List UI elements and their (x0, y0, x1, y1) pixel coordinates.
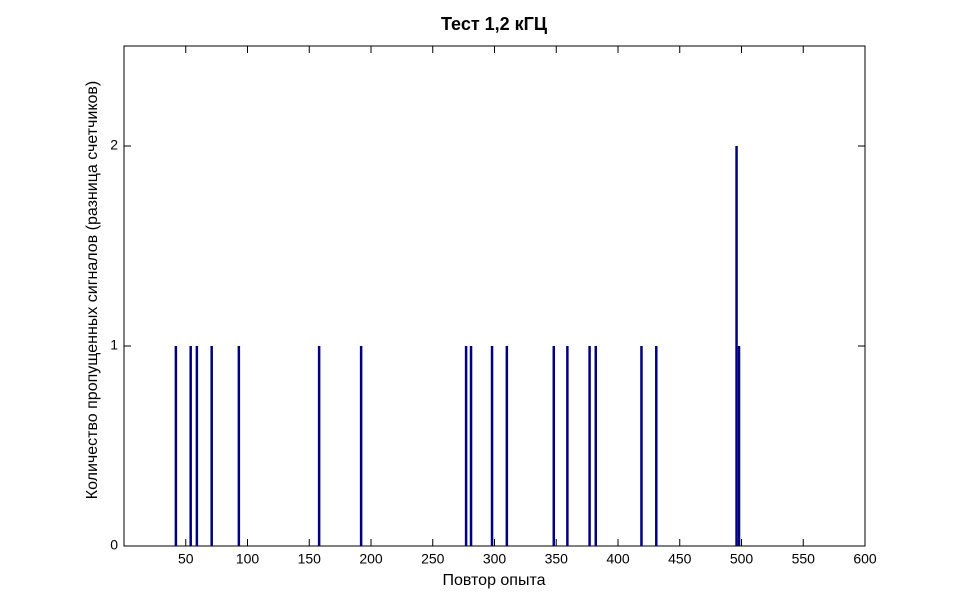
x-tick-label: 400 (606, 551, 630, 567)
x-tick-label: 500 (730, 551, 754, 567)
y-tick-label: 1 (110, 337, 118, 353)
y-tick-label: 2 (110, 137, 118, 153)
x-tick-label: 350 (545, 551, 569, 567)
x-tick-label: 150 (298, 551, 322, 567)
y-tick-label: 0 (110, 537, 118, 553)
bar (566, 346, 569, 546)
plot-area (123, 45, 866, 547)
bar (552, 346, 556, 546)
bar (359, 346, 363, 546)
bar (640, 346, 643, 546)
bar (735, 146, 738, 546)
x-tick-label: 50 (178, 551, 194, 567)
bar (594, 346, 598, 546)
x-axis-label: Повтор опыта (442, 572, 545, 589)
bar (464, 346, 468, 546)
bar (588, 346, 591, 546)
chart-title: Тест 1,2 кГЦ (441, 14, 548, 34)
bar (317, 346, 321, 546)
bar (237, 346, 241, 546)
bar (174, 346, 178, 546)
x-tick-label: 550 (792, 551, 816, 567)
bar (737, 346, 741, 546)
bar (490, 346, 494, 546)
x-tick-label: 300 (483, 551, 507, 567)
y-axis-label: Количество пропущенных сигналов (разница… (84, 81, 101, 499)
x-tick-label: 450 (668, 551, 692, 567)
x-tick-label: 100 (236, 551, 260, 567)
bar (195, 346, 199, 546)
bar (469, 346, 473, 546)
x-tick-label: 200 (359, 551, 383, 567)
bar (210, 346, 213, 546)
x-tick-label: 600 (853, 551, 877, 567)
bar (505, 346, 509, 546)
x-tick-label: 250 (421, 551, 445, 567)
bar (189, 346, 192, 546)
bar (655, 346, 658, 546)
